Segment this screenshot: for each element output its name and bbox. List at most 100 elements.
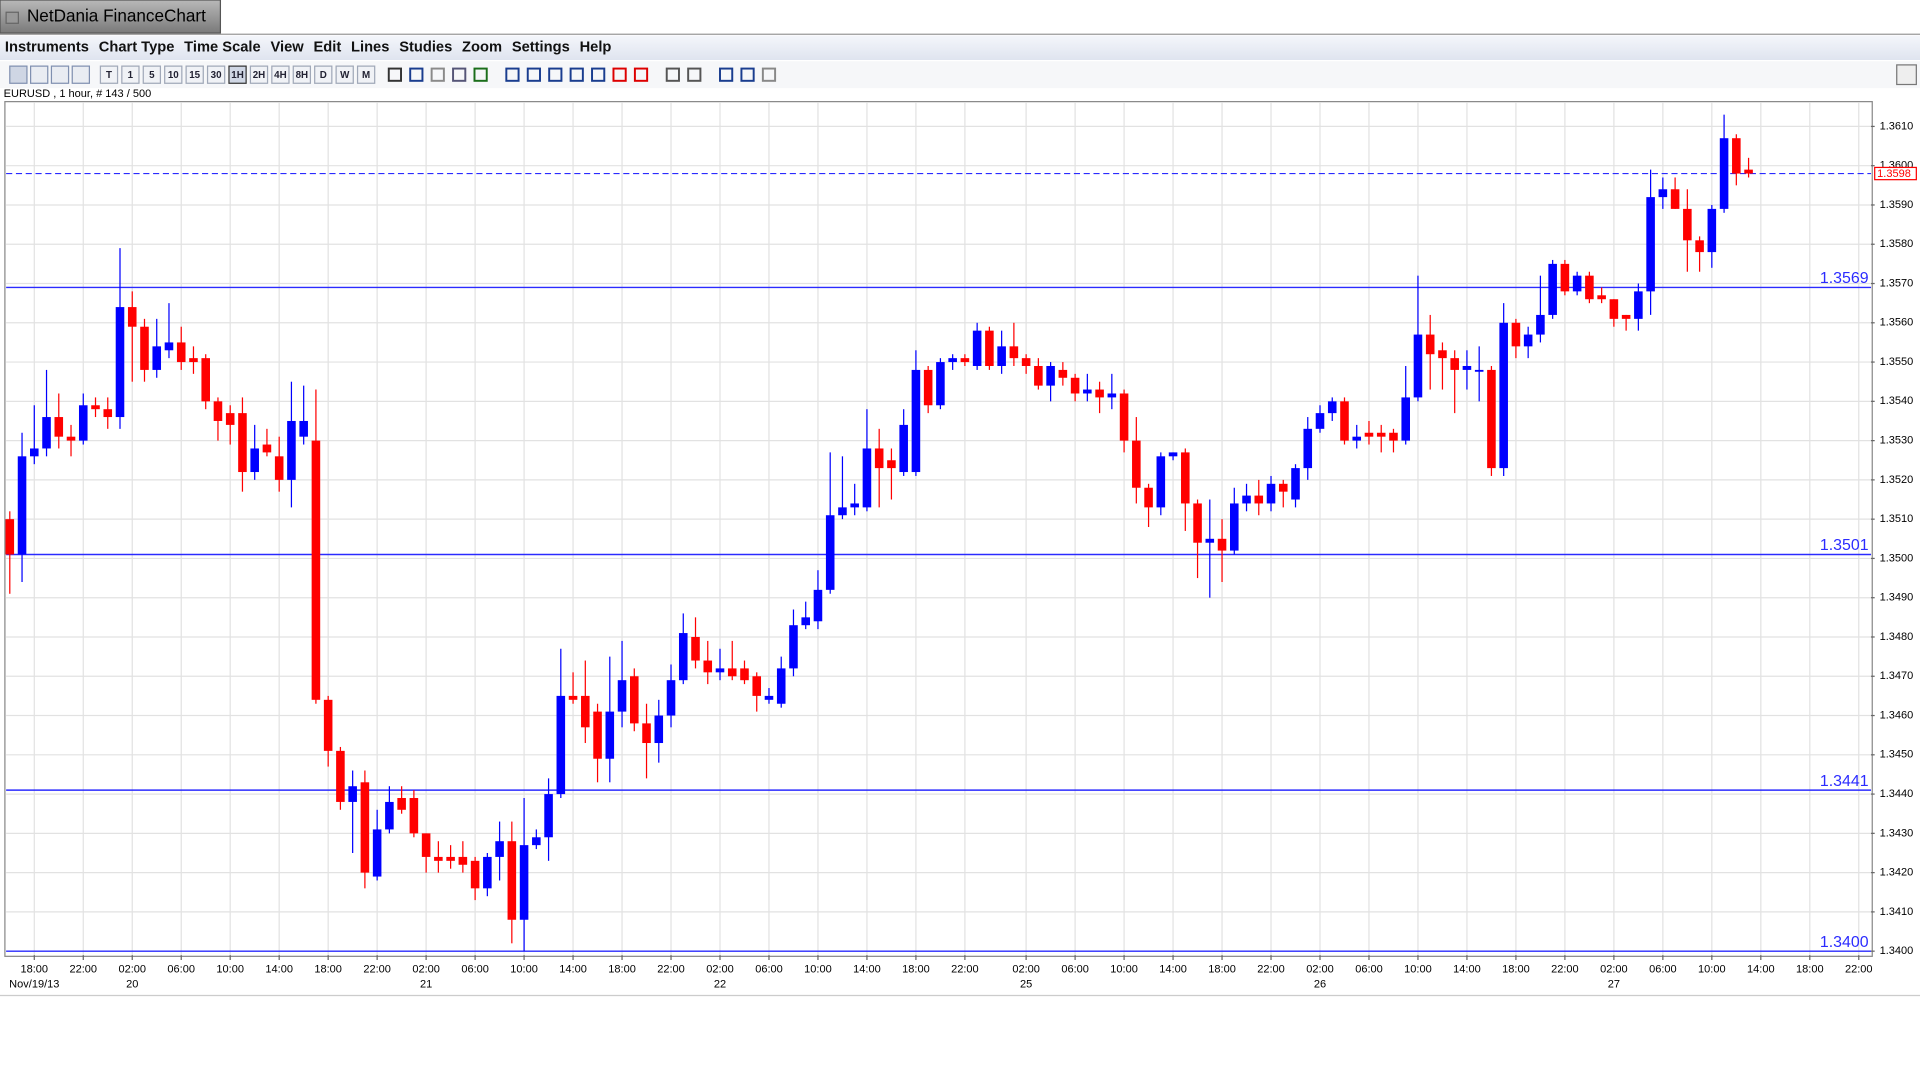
tool-icon[interactable] [387,67,403,82]
x-tick-label: 02:00 [1012,964,1040,976]
tool-icon[interactable] [473,67,488,82]
tool-icon[interactable] [409,67,424,82]
candle-body [42,417,51,449]
tool-icon[interactable] [526,67,541,82]
candle-body [1413,334,1423,398]
candle-body [666,680,676,716]
candle-body [605,711,615,759]
y-tick-label: 1.3510 [1880,513,1914,525]
timeframe-button[interactable] [335,65,354,84]
candle-body [250,448,259,473]
tool-icon[interactable] [452,67,467,82]
candle-body [1230,503,1239,551]
axes: 1.3400 1.3410 1.3420 1.3430 1.3440 1.3450 1.34… [9,120,1917,990]
menu-item[interactable]: Edit [313,40,341,56]
last-price-label: 1.3598 [1877,168,1911,180]
candle-body [91,405,100,410]
tool-icon[interactable] [548,67,563,82]
timeframe-label: 4H [274,70,287,81]
tool-icon[interactable] [505,67,520,82]
timeframe-button[interactable] [271,65,290,84]
candle-body [581,695,590,728]
x-tick-label: 22:00 [69,964,97,976]
candle-body [801,617,810,626]
tool-icon[interactable] [569,67,584,82]
x-tick-label: 02:00 [706,964,734,976]
candle-body [1719,138,1729,209]
timeframe-label: 1H [231,70,244,81]
menu-item[interactable]: Settings [512,40,570,56]
app-icon [5,11,19,24]
timeframe-button[interactable] [99,65,119,84]
timeframe-button[interactable] [164,65,183,84]
candle-body [1597,295,1606,300]
candle-body [776,668,786,704]
timeframe-button[interactable] [185,65,204,84]
timeframe-button[interactable] [292,65,312,84]
candle-body [409,798,419,834]
candle-body [1327,401,1337,414]
x-tick-label: 22:00 [1551,964,1579,976]
tool-icon[interactable] [761,67,777,82]
menu-item[interactable]: View [270,40,304,56]
candle-body [385,801,394,830]
menu-item[interactable]: Studies [399,40,452,56]
x-tick-label: 18:00 [314,964,342,976]
date-label: Nov/19/13 [9,978,59,990]
candle-body [1242,495,1251,504]
candle-body [948,358,957,363]
menu-item[interactable]: Zoom [462,40,502,56]
timeframe-button[interactable] [228,65,247,84]
app-tab[interactable] [0,0,222,34]
y-tick-label: 1.3420 [1880,867,1914,879]
y-tick-label: 1.3610 [1880,120,1914,132]
candle-body [1707,208,1717,253]
x-tick-label: 18:00 [1502,964,1530,976]
tool-icon[interactable] [50,65,70,84]
menu-item[interactable]: Instruments [5,40,89,56]
date-label: 27 [1608,978,1620,990]
candle-body [274,456,284,480]
candle-body [1499,322,1508,469]
candle-body [997,346,1006,366]
x-tick-label: 02:00 [118,964,146,976]
timeframe-button[interactable] [206,65,226,84]
timeframe-button[interactable] [314,65,333,84]
menu-item[interactable]: Lines [351,40,389,56]
candle-body [238,413,247,473]
tool-icon[interactable] [71,65,91,84]
timeframe-button[interactable] [249,65,269,84]
tool-icon[interactable] [633,67,649,82]
candle-body [1487,369,1496,469]
candle-body [1744,169,1753,174]
tool-icon[interactable] [612,67,627,82]
x-tick-label: 22:00 [657,964,685,976]
x-tick-label: 02:00 [1306,964,1334,976]
candle-body [397,798,406,810]
candle-body [850,503,859,508]
y-tick-label: 1.3540 [1880,395,1914,407]
tool-icon[interactable] [687,67,702,82]
tool-icon[interactable] [665,67,680,82]
x-tick-label: 06:00 [1649,964,1677,976]
tool-icon[interactable] [430,67,445,82]
timeframe-button[interactable] [356,65,376,84]
tool-icon[interactable] [9,65,28,84]
tool-icon[interactable] [719,67,734,82]
menu-item[interactable]: Chart Type [99,40,175,56]
tool-icon[interactable] [591,67,606,82]
candle-body [1009,346,1019,359]
tool-icon[interactable] [740,67,755,82]
candle-body [1621,314,1631,319]
menu-item[interactable]: Time Scale [184,40,260,56]
toolbar-buttons: T 1 5 10 15 30 1H 2H 4H 8H D W M [9,65,777,84]
timeframe-button[interactable] [121,65,140,84]
menu-item[interactable]: Help [580,40,612,56]
panel-toggle[interactable] [1896,64,1917,86]
timeframe-button[interactable] [142,65,162,84]
tool-icon[interactable] [30,65,49,84]
candle-body [727,668,737,677]
candle-body [813,589,823,622]
candle-body [54,417,64,437]
